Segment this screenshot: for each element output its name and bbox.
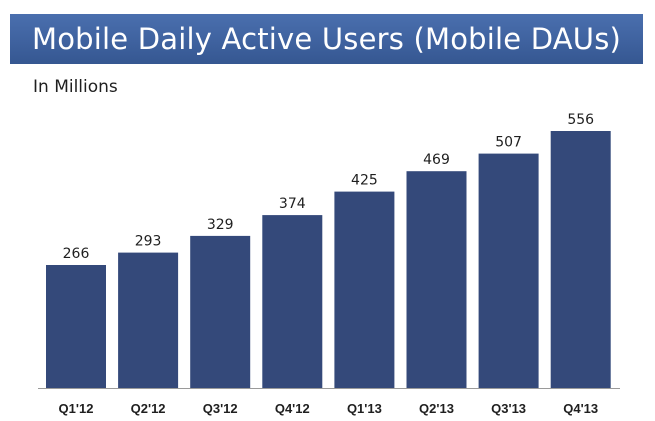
category-label: Q3'12 [203, 401, 238, 416]
category-label: Q3'13 [491, 401, 526, 416]
bar-Q3'12 [190, 235, 251, 388]
chart-title: Mobile Daily Active Users (Mobile DAUs) [32, 22, 622, 56]
value-label: 374 [279, 196, 306, 212]
category-label: Q4'13 [563, 401, 598, 416]
title-bar: Mobile Daily Active Users (Mobile DAUs) [10, 14, 643, 64]
bar-Q2'13 [406, 171, 467, 388]
bar-Q2'12 [118, 252, 179, 388]
category-label: Q4'12 [275, 401, 310, 416]
bars-group [46, 131, 611, 388]
chart-subtitle: In Millions [33, 77, 118, 97]
value-label: 329 [207, 217, 234, 233]
bar-Q4'13 [550, 131, 611, 388]
bar-Q1'12 [46, 265, 106, 388]
category-label: Q2'13 [419, 401, 454, 416]
value-label: 469 [423, 152, 450, 168]
value-label: 556 [567, 112, 594, 128]
value-labels-group: 266 293 329 374 425 469 507 556 [63, 112, 595, 262]
bar-Q1'13 [334, 191, 395, 388]
bar-Q4'12 [262, 215, 323, 388]
category-labels-group: Q1'12 Q2'12 Q3'12 Q4'12 Q1'13 Q2'13 Q3'13 Q4'13 [59, 401, 599, 416]
bar-Q3'13 [478, 153, 539, 388]
category-label: Q2'12 [131, 401, 166, 416]
category-label: Q1'13 [347, 401, 382, 416]
value-label: 293 [135, 234, 162, 250]
category-label: Q1'12 [59, 401, 94, 416]
value-label: 266 [63, 246, 90, 262]
value-label: 425 [351, 173, 378, 189]
value-label: 507 [495, 135, 522, 151]
